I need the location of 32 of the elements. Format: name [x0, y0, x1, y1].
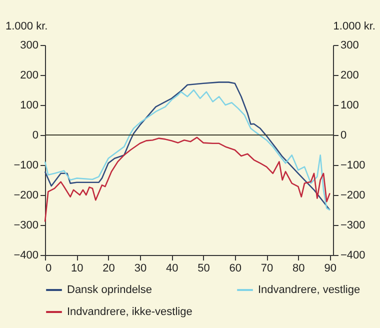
y-tick-label: −400 [14, 250, 38, 262]
y-tick-label: −200 [14, 190, 38, 202]
x-tick-label: 50 [198, 262, 210, 274]
y-tick-label: −100 [14, 160, 38, 172]
x-tick-label: 70 [260, 262, 274, 274]
y2-tick-label: −400 [340, 250, 366, 262]
y-tick-label: 300 [20, 40, 38, 52]
y-axis-title: 1.000 kr. [6, 20, 48, 32]
x-tick-label: 20 [102, 262, 115, 274]
y2-tick-label: 0 [340, 130, 347, 142]
legend-label: Indvandrere, vestlige [258, 284, 360, 296]
y2-tick-label: 200 [340, 70, 359, 82]
x-tick-label: 60 [229, 262, 242, 274]
y-tick-label: 200 [20, 70, 38, 82]
x-tick-label: 30 [134, 262, 147, 274]
x-tick-label: 80 [292, 262, 305, 274]
y2-tick-label: −300 [340, 220, 366, 232]
legend-label: Dansk oprindelse [67, 284, 152, 296]
x-tick-label: 90 [324, 262, 336, 274]
y2-tick-label: −200 [340, 190, 366, 202]
y2-tick-label: 100 [340, 100, 359, 112]
y-tick-label: 100 [20, 100, 38, 112]
y-tick-label: 0 [32, 130, 38, 142]
x-tick-label: 0 [46, 262, 52, 274]
x-tick-label: 10 [71, 262, 84, 274]
y2-axis-title: 1.000 kr. [333, 20, 376, 32]
line-series [44, 136, 330, 222]
y-tick-label: −300 [14, 220, 38, 232]
y2-tick-label: −100 [340, 160, 366, 172]
x-tick-label: 40 [166, 262, 178, 274]
y2-tick-label: 300 [340, 40, 359, 52]
legend-label: Indvandrere, ikke-vestlige [67, 306, 192, 318]
